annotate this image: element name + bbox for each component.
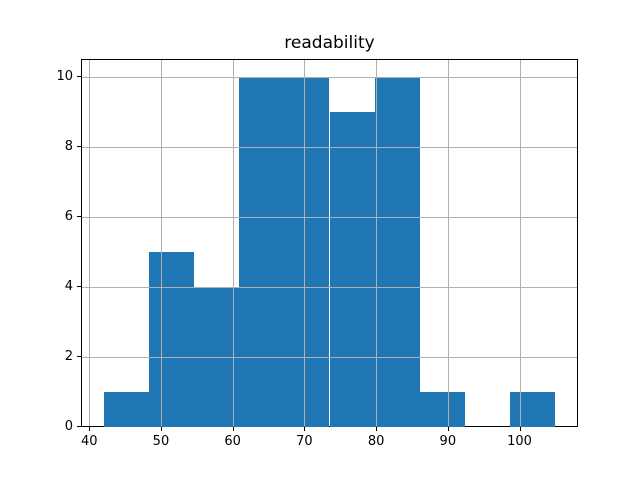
histogram-bin	[374, 76, 420, 427]
histogram-bin	[329, 111, 375, 427]
y-tick-label-6: 6	[64, 208, 73, 224]
y-tick-8	[77, 145, 81, 147]
y-tick-0	[77, 426, 81, 427]
gridline-y-2	[82, 356, 577, 358]
gridline-x-80	[376, 60, 378, 426]
y-tick-2	[77, 355, 81, 357]
gridline-x-40	[89, 60, 91, 426]
x-tick-label-90: 90	[439, 434, 457, 449]
x-tick-70	[304, 427, 306, 431]
gridline-x-50	[160, 60, 162, 426]
x-tick-label-50: 50	[152, 434, 170, 449]
x-tick-90	[447, 427, 449, 431]
x-tick-40	[89, 427, 91, 431]
histogram-bin	[510, 391, 556, 427]
histogram-bars	[82, 60, 577, 427]
histogram-bin	[148, 251, 194, 427]
gridline-y-6	[82, 216, 577, 218]
chart-title: readability	[284, 33, 375, 53]
histogram-bin	[239, 76, 285, 427]
y-tick-label-4: 4	[64, 278, 73, 294]
x-tick-50	[160, 427, 162, 431]
gridline-x-70	[304, 60, 306, 426]
y-tick-4	[77, 285, 81, 287]
histogram-bin	[284, 76, 330, 427]
gridline-y-10	[82, 76, 577, 78]
histogram-bin	[419, 391, 466, 427]
x-tick-label-80: 80	[367, 434, 385, 449]
gridline-x-90	[447, 60, 449, 426]
y-tick-label-10: 10	[56, 68, 73, 84]
gridline-y-4	[82, 286, 577, 288]
x-tick-label-70: 70	[296, 434, 313, 449]
plot-area	[81, 59, 578, 427]
y-tick-label-8: 8	[64, 138, 73, 154]
x-tick-label-100: 100	[507, 434, 532, 449]
x-tick-label-60: 60	[224, 434, 241, 449]
histogram-bin	[103, 391, 149, 427]
gridline-x-60	[232, 60, 234, 426]
x-tick-80	[376, 427, 378, 431]
gridline-y-8	[82, 146, 577, 148]
x-tick-60	[232, 427, 234, 431]
gridlines	[82, 60, 577, 426]
y-tick-10	[77, 75, 81, 77]
gridline-x-100	[519, 60, 521, 426]
x-tick-100	[519, 427, 521, 431]
y-tick-label-2: 2	[64, 348, 73, 364]
x-tick-label-40: 40	[80, 434, 98, 449]
y-tick-6	[77, 215, 81, 217]
y-tick-label-0: 0	[64, 419, 73, 434]
